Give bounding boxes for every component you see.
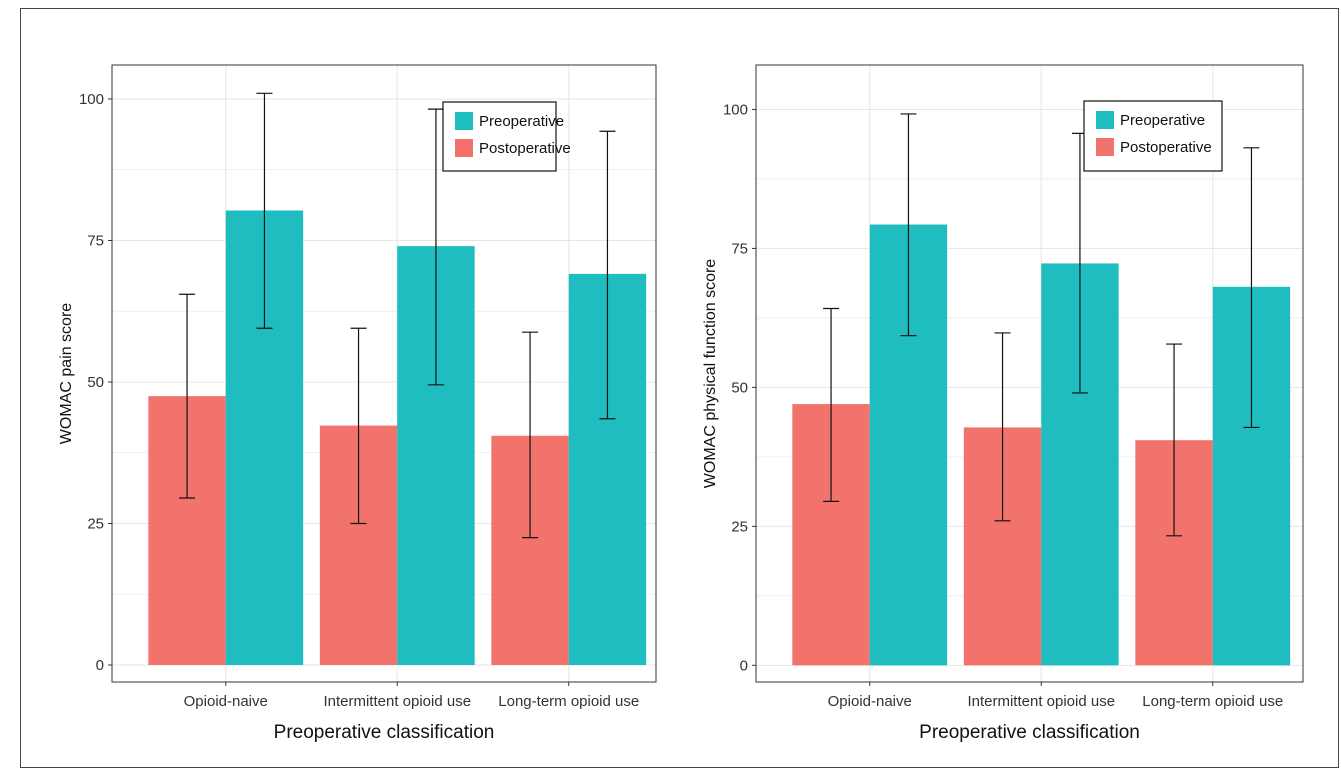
y-tick-label: 50	[87, 374, 104, 391]
legend-swatch-postoperative	[1096, 138, 1114, 156]
x-axis-title: Preoperative classification	[274, 722, 495, 743]
legend-label-preoperative: Preoperative	[1120, 112, 1205, 129]
y-tick-label: 100	[79, 91, 104, 108]
y-tick-label: 25	[87, 516, 104, 533]
chart-panel-1: 0 25 50 75 100 Opioid-naive Intermittent opioi…	[58, 64, 657, 743]
y-tick-label: 25	[731, 518, 748, 535]
chart-panel-2: 0 25 50 75 100 Opioid-naive Intermittent opioi…	[702, 64, 1304, 743]
legend-label-preoperative: Preoperative	[479, 113, 564, 130]
legend-label-postoperative: Postoperative	[1120, 139, 1212, 156]
x-tick-label: Intermittent opioid use	[967, 693, 1115, 710]
y-axis-title: WOMAC pain score	[58, 303, 75, 444]
x-tick-label: Long-term opioid use	[1142, 693, 1283, 710]
x-tick-label: Opioid-naive	[828, 693, 912, 710]
y-tick-label: 0	[96, 657, 104, 674]
x-tick-label: Long-term opioid use	[498, 693, 639, 710]
y-tick-label: 75	[731, 240, 748, 257]
x-tick-label: Intermittent opioid use	[323, 693, 471, 710]
panel-border	[111, 64, 657, 683]
y-tick-label: 75	[87, 232, 104, 249]
y-axis-title: WOMAC physical function score	[702, 259, 719, 489]
legend: Preoperative Postoperative	[1083, 100, 1223, 172]
legend-label-postoperative: Postoperative	[479, 140, 571, 157]
legend-swatch-postoperative	[455, 139, 473, 157]
legend-swatch-preoperative	[455, 112, 473, 130]
x-tick-label: Opioid-naive	[184, 693, 268, 710]
y-tick-label: 0	[740, 657, 748, 674]
legend-swatch-preoperative	[1096, 111, 1114, 129]
y-tick-label: 50	[731, 379, 748, 396]
y-tick-label: 100	[723, 101, 748, 118]
panel-border	[755, 64, 1304, 683]
x-axis-title: Preoperative classification	[919, 722, 1140, 743]
legend: Preoperative Postoperative	[442, 101, 571, 172]
